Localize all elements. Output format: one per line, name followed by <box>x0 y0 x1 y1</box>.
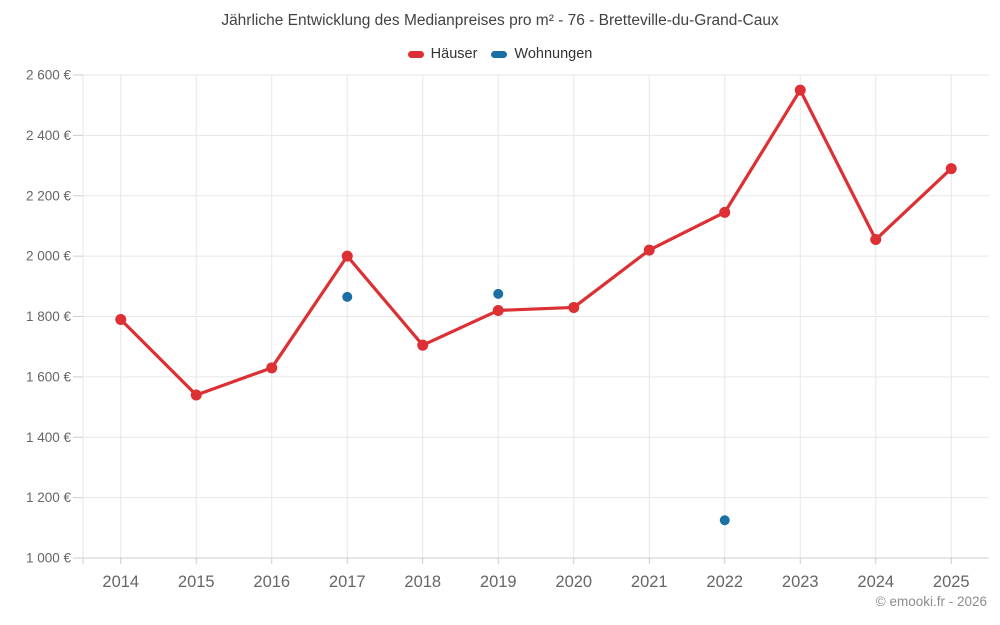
x-axis-label: 2017 <box>329 573 366 591</box>
y-axis-label: 1 000 € <box>26 551 72 566</box>
legend-swatch-wohnungen-icon <box>491 50 508 58</box>
y-axis-label: 1 200 € <box>26 490 72 505</box>
data-point-häuser-2023[interactable] <box>794 84 806 96</box>
y-axis-label: 1 400 € <box>26 430 72 445</box>
data-point-wohnungen-2019[interactable] <box>493 288 504 299</box>
data-point-häuser-2018[interactable] <box>417 339 429 351</box>
y-axis-label: 2 600 € <box>26 68 72 83</box>
x-axis-label: 2023 <box>782 573 819 591</box>
x-axis-label: 2016 <box>253 573 290 591</box>
data-point-häuser-2017[interactable] <box>341 250 353 262</box>
legend: Häuser Wohnungen <box>0 46 1000 62</box>
data-point-häuser-2020[interactable] <box>568 301 580 313</box>
data-point-wohnungen-2022[interactable] <box>719 515 730 526</box>
x-axis-label: 2021 <box>631 573 668 591</box>
data-point-häuser-2022[interactable] <box>719 206 731 218</box>
data-point-häuser-2025[interactable] <box>945 163 957 175</box>
copyright: © emooki.fr - 2026 <box>875 594 987 609</box>
data-point-häuser-2021[interactable] <box>643 244 655 256</box>
x-axis-label: 2024 <box>857 573 894 591</box>
data-point-häuser-2016[interactable] <box>266 362 278 374</box>
x-axis-label: 2019 <box>480 573 517 591</box>
y-axis-label: 2 000 € <box>26 249 72 264</box>
data-point-häuser-2015[interactable] <box>190 389 202 401</box>
chart-title: Jährliche Entwicklung des Medianpreises … <box>221 12 779 29</box>
legend-item-haeuser[interactable]: Häuser <box>407 46 478 62</box>
x-axis-label: 2020 <box>555 573 592 591</box>
y-axis-label: 2 200 € <box>26 188 72 203</box>
y-axis-label: 2 400 € <box>26 128 72 143</box>
legend-label-haeuser: Häuser <box>430 46 478 62</box>
data-point-häuser-2019[interactable] <box>492 304 504 316</box>
legend-swatch-haeuser-icon <box>407 50 424 58</box>
x-axis-label: 2014 <box>102 573 139 591</box>
y-axis-label: 1 600 € <box>26 369 72 384</box>
data-point-wohnungen-2017[interactable] <box>342 291 353 302</box>
x-axis-label: 2025 <box>933 573 970 591</box>
x-axis-label: 2015 <box>178 573 215 591</box>
legend-label-wohnungen: Wohnungen <box>514 46 593 62</box>
data-point-häuser-2014[interactable] <box>115 314 127 326</box>
series-line-häuser <box>119 88 953 397</box>
y-axis-label: 1 800 € <box>26 309 72 324</box>
x-axis-label: 2018 <box>404 573 441 591</box>
legend-item-wohnungen[interactable]: Wohnungen <box>491 46 592 62</box>
data-point-häuser-2024[interactable] <box>870 234 882 246</box>
x-axis-label: 2022 <box>706 573 743 591</box>
